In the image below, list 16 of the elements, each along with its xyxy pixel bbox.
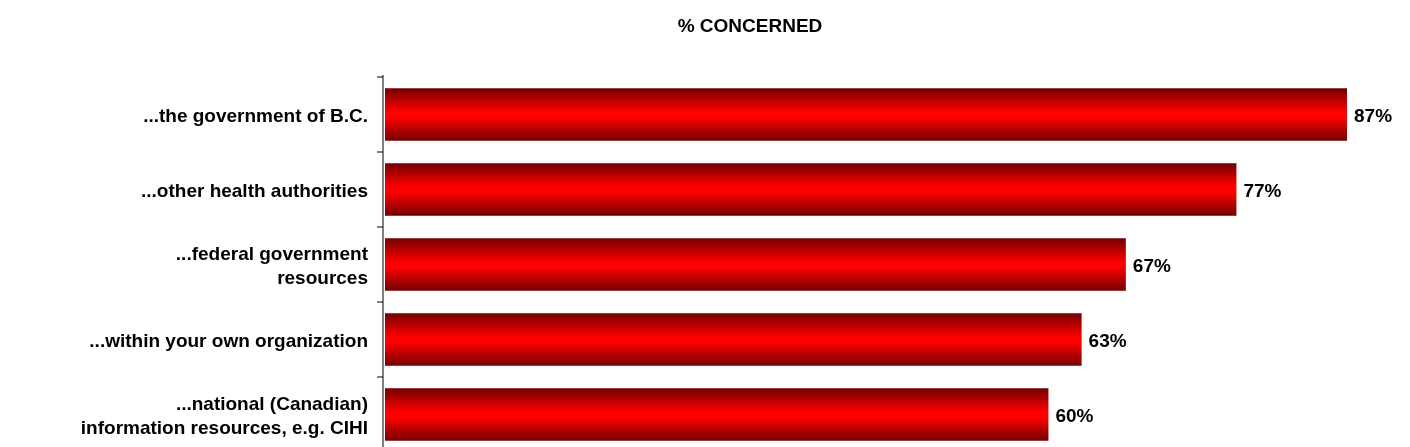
y-tick-label: ...within your own organization [89, 329, 368, 351]
data-label: 60% [1055, 404, 1094, 426]
data-label: 77% [1243, 179, 1282, 201]
bar [385, 388, 1049, 441]
data-label: 67% [1132, 254, 1171, 276]
bar [385, 313, 1082, 366]
y-tick-label: ...other health authorities [141, 179, 368, 201]
y-tick-label: ...federal government resources [175, 242, 369, 288]
data-label: 87% [1354, 104, 1393, 126]
y-tick-label: ...national (Canadian) information resources, e.g. CIHI [80, 392, 368, 438]
bar [385, 163, 1237, 216]
chart-title: % CONCERNED [677, 15, 823, 36]
data-label: 63% [1088, 329, 1127, 351]
y-tick-label: ...the government of B.C. [143, 104, 368, 126]
bar [385, 238, 1126, 291]
bar [385, 88, 1347, 141]
